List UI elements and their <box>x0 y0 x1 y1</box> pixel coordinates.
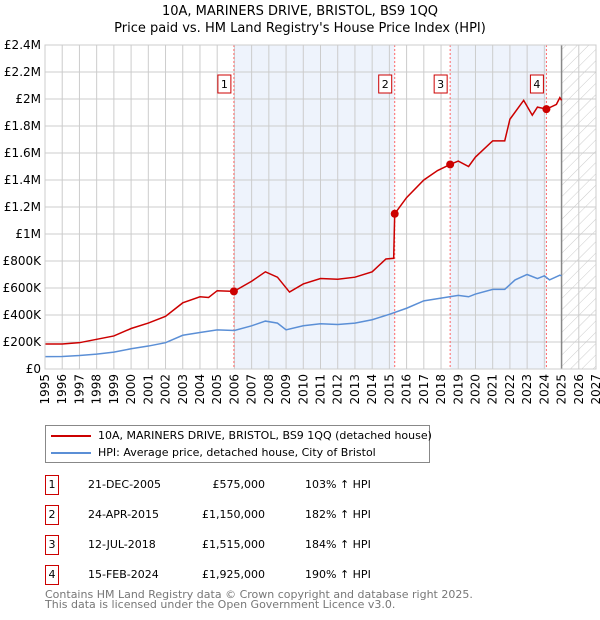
sale-point <box>446 160 455 169</box>
sale-label-box <box>433 74 448 94</box>
sale-point <box>390 209 399 218</box>
sale-row: 1 21-DEC-2005 £575,000 103% ↑ HPI <box>45 475 445 495</box>
footer-line: This data is licensed under the Open Gov… <box>45 598 396 611</box>
sale-label-box <box>529 74 544 94</box>
x-tick-label: 2006 <box>227 374 241 405</box>
sale-date: 15-FEB-2024 <box>88 568 159 581</box>
x-tick-label: 2005 <box>210 374 224 405</box>
legend-label-hpi: HPI: Average price, detached house, City… <box>98 446 376 459</box>
hpi-line <box>44 273 562 358</box>
sale-label: 2 <box>382 78 389 91</box>
y-tick-label: £1.2M <box>4 200 41 214</box>
y-tick-label: £200K <box>3 335 43 349</box>
chart-subtitle: Price paid vs. HM Land Registry's House … <box>114 21 486 36</box>
sale-number: 2 <box>45 505 59 525</box>
x-tick-label: 2014 <box>365 374 379 405</box>
sale-label: 4 <box>533 78 540 91</box>
y-tick-label: £2.4M <box>4 38 41 52</box>
x-tick-label: 2017 <box>417 374 431 405</box>
x-tick-label: 2020 <box>468 374 482 405</box>
x-tick-label: 2019 <box>451 374 465 405</box>
x-tick-label: 2027 <box>589 374 600 405</box>
x-tick-label: 1996 <box>55 374 69 405</box>
x-tick-label: 2023 <box>520 374 534 405</box>
property-price-line <box>45 96 563 345</box>
x-tick-label: 2021 <box>486 374 500 405</box>
x-tick-label: 2026 <box>572 374 586 405</box>
x-tick-label: 2001 <box>141 374 155 405</box>
legend: 10A, MARINERS DRIVE, BRISTOL, BS9 1QQ (d… <box>45 425 432 463</box>
x-tick-label: 2018 <box>434 374 448 405</box>
y-tick-label: £0 <box>26 362 41 376</box>
x-tick-label: 1998 <box>90 374 104 405</box>
sale-point <box>229 287 238 296</box>
y-tick-label: £600K <box>3 281 43 295</box>
y-tick-label: £1.8M <box>4 119 41 133</box>
x-tick-label: 2022 <box>503 374 517 405</box>
sale-row: 4 15-FEB-2024 £1,925,000 190% ↑ HPI <box>45 565 445 585</box>
x-tick-label: 2007 <box>245 374 259 405</box>
y-tick-label: £2M <box>15 92 41 106</box>
sale-number: 1 <box>45 475 59 495</box>
x-tick-label: 1995 <box>38 374 52 405</box>
sale-row: 2 24-APR-2015 £1,150,000 182% ↑ HPI <box>45 505 445 525</box>
x-tick-label: 1997 <box>72 374 86 405</box>
sale-price: £1,925,000 <box>202 568 265 581</box>
x-tick-label: 2013 <box>348 374 362 405</box>
sale-hpi-change: 103% ↑ HPI <box>305 478 371 491</box>
sale-date: 24-APR-2015 <box>88 508 160 521</box>
x-tick-label: 2009 <box>279 374 293 405</box>
sale-date: 21-DEC-2005 <box>88 478 162 491</box>
sale-price: £1,150,000 <box>202 508 265 521</box>
footer: Contains HM Land Registry data © Crown c… <box>45 588 473 611</box>
y-tick-label: £800K <box>3 254 43 268</box>
sale-number: 4 <box>45 565 59 585</box>
price-chart: 1995 1996 1997 1998 1999 2000 2001 2002 2003 2004… <box>3 38 600 405</box>
sale-date: 12-JUL-2018 <box>88 538 156 551</box>
sale-label: 1 <box>221 78 228 91</box>
x-tick-label: 2011 <box>314 374 328 405</box>
y-tick-label: £400K <box>3 308 43 322</box>
y-tick-label: £1.6M <box>4 146 41 160</box>
sale-label: 3 <box>437 78 444 91</box>
sale-price: £575,000 <box>212 478 266 491</box>
sale-hpi-change: 182% ↑ HPI <box>305 508 371 521</box>
legend-label-property: 10A, MARINERS DRIVE, BRISTOL, BS9 1QQ (d… <box>98 429 432 442</box>
sale-label-box <box>217 74 232 94</box>
chart-title: 10A, MARINERS DRIVE, BRISTOL, BS9 1QQ <box>161 4 439 19</box>
plot-border <box>44 44 597 370</box>
sale-price: £1,515,000 <box>202 538 265 551</box>
x-tick-label: 2008 <box>262 374 276 405</box>
x-tick-label: 2016 <box>400 374 414 405</box>
sale-point <box>542 105 551 114</box>
sale-number: 3 <box>45 535 59 555</box>
x-tick-label: 1999 <box>107 374 121 405</box>
y-tick-label: £2.2M <box>4 65 41 79</box>
sale-hpi-change: 190% ↑ HPI <box>305 568 371 581</box>
sale-hpi-change: 184% ↑ HPI <box>305 538 371 551</box>
footer-line: Contains HM Land Registry data © Crown c… <box>45 588 473 601</box>
x-tick-label: 2025 <box>555 374 569 405</box>
sale-row: 3 12-JUL-2018 £1,515,000 184% ↑ HPI <box>45 535 445 555</box>
x-tick-label: 2000 <box>124 374 138 405</box>
sale-label-box <box>378 74 393 94</box>
x-tick-label: 2015 <box>382 374 396 405</box>
legend-swatch-property <box>51 435 91 437</box>
x-tick-label: 2003 <box>176 374 190 405</box>
y-tick-label: £1M <box>15 227 41 241</box>
x-tick-label: 2012 <box>331 374 345 405</box>
y-tick-label: £1.4M <box>4 173 41 187</box>
x-tick-label: 2010 <box>296 374 310 405</box>
x-tick-label: 2002 <box>159 374 173 405</box>
x-tick-label: 2024 <box>537 374 551 405</box>
x-tick-label: 2004 <box>193 374 207 405</box>
legend-swatch-hpi <box>51 452 91 454</box>
